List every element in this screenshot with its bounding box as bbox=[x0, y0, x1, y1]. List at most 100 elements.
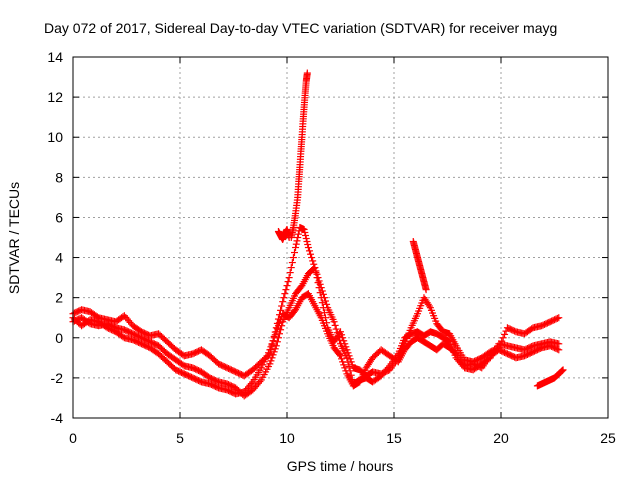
data-point bbox=[340, 361, 348, 369]
data-point bbox=[341, 364, 349, 372]
data-point bbox=[259, 361, 267, 369]
data-point bbox=[317, 284, 325, 292]
data-point bbox=[280, 294, 288, 302]
data-point bbox=[271, 345, 279, 353]
data-point bbox=[332, 325, 340, 333]
data-point bbox=[499, 334, 507, 342]
data-point bbox=[323, 300, 331, 308]
data-point bbox=[277, 316, 285, 324]
data-point bbox=[558, 367, 566, 375]
data-point bbox=[300, 225, 308, 233]
data-point bbox=[303, 238, 311, 246]
data-point bbox=[277, 326, 285, 334]
data-point bbox=[335, 350, 343, 358]
data-point bbox=[320, 294, 328, 302]
data-point bbox=[311, 264, 319, 272]
y-tick-label: 8 bbox=[55, 169, 63, 185]
data-point bbox=[342, 367, 350, 375]
y-tick-label: 12 bbox=[47, 89, 63, 105]
data-point bbox=[257, 364, 265, 372]
x-tick-label: 0 bbox=[69, 430, 77, 446]
data-point bbox=[288, 259, 296, 267]
data-point bbox=[338, 355, 346, 363]
data-point bbox=[272, 342, 280, 350]
x-tick-label: 25 bbox=[600, 430, 616, 446]
y-tick-label: 2 bbox=[55, 290, 63, 306]
data-point bbox=[287, 264, 295, 272]
data-point bbox=[555, 314, 563, 322]
x-tick-label: 20 bbox=[493, 430, 509, 446]
y-tick-label: -2 bbox=[51, 370, 64, 386]
data-point bbox=[294, 230, 302, 238]
data-point bbox=[274, 322, 282, 330]
data-point bbox=[312, 267, 320, 275]
data-point bbox=[286, 269, 294, 277]
data-point bbox=[314, 274, 322, 282]
data-point bbox=[330, 318, 338, 326]
data-point bbox=[501, 330, 509, 338]
data-point bbox=[293, 237, 301, 245]
data-point bbox=[283, 282, 291, 290]
data-point bbox=[337, 352, 344, 360]
data-point bbox=[256, 378, 264, 386]
data-point bbox=[343, 354, 351, 362]
y-tick-label: 4 bbox=[55, 250, 63, 266]
data-point bbox=[318, 299, 326, 307]
data-point bbox=[269, 337, 277, 345]
data-point bbox=[337, 328, 344, 336]
data-point bbox=[559, 366, 567, 374]
data-point bbox=[322, 297, 330, 305]
data-point bbox=[278, 302, 286, 310]
data-point bbox=[422, 286, 430, 294]
data-point bbox=[270, 334, 278, 342]
data-point bbox=[553, 314, 561, 322]
data-point bbox=[266, 360, 274, 368]
data-point bbox=[305, 247, 313, 255]
data-point bbox=[302, 231, 310, 239]
data-point bbox=[555, 340, 563, 348]
data-point bbox=[289, 254, 297, 262]
y-tick-label: -4 bbox=[51, 410, 64, 426]
data-point bbox=[273, 325, 281, 333]
data-point bbox=[272, 328, 280, 336]
data-point bbox=[309, 257, 317, 265]
data-point bbox=[335, 336, 343, 344]
data-point bbox=[333, 329, 341, 337]
data-point bbox=[273, 338, 281, 346]
data-point bbox=[558, 367, 566, 375]
data-point bbox=[316, 280, 324, 288]
data-point bbox=[281, 290, 289, 298]
axis-ticks: 0 5 10 15 20 25 -4 -2 0 2 4 6 8 10 12 14 bbox=[47, 49, 616, 446]
data-point bbox=[308, 254, 316, 262]
plot-frame bbox=[72, 56, 609, 419]
data-point bbox=[270, 348, 278, 356]
data-point bbox=[553, 345, 561, 353]
data-point bbox=[304, 241, 312, 249]
data-point bbox=[285, 274, 293, 282]
y-tick-label: 0 bbox=[55, 330, 63, 346]
data-point bbox=[334, 332, 342, 340]
data-point bbox=[338, 331, 346, 339]
data-point bbox=[285, 234, 293, 241]
data-point bbox=[284, 278, 292, 286]
y-axis-label: SDTVAR / TECUs bbox=[6, 182, 22, 294]
data-point bbox=[264, 349, 272, 357]
data-point bbox=[555, 346, 563, 354]
data-point bbox=[339, 358, 347, 366]
data-point bbox=[342, 343, 350, 351]
y-tick-label: 14 bbox=[47, 49, 63, 65]
data-point bbox=[384, 364, 392, 372]
data-point bbox=[260, 358, 268, 366]
data-point bbox=[267, 343, 275, 351]
data-point bbox=[315, 277, 323, 285]
data-point bbox=[425, 302, 433, 310]
data-point bbox=[268, 354, 276, 362]
data-points bbox=[69, 69, 567, 400]
data-point bbox=[340, 337, 348, 345]
data-point bbox=[304, 244, 312, 252]
x-axis-label: GPS time / hours bbox=[287, 458, 394, 474]
data-point bbox=[302, 235, 310, 243]
data-point bbox=[247, 380, 255, 388]
data-point bbox=[301, 228, 309, 236]
